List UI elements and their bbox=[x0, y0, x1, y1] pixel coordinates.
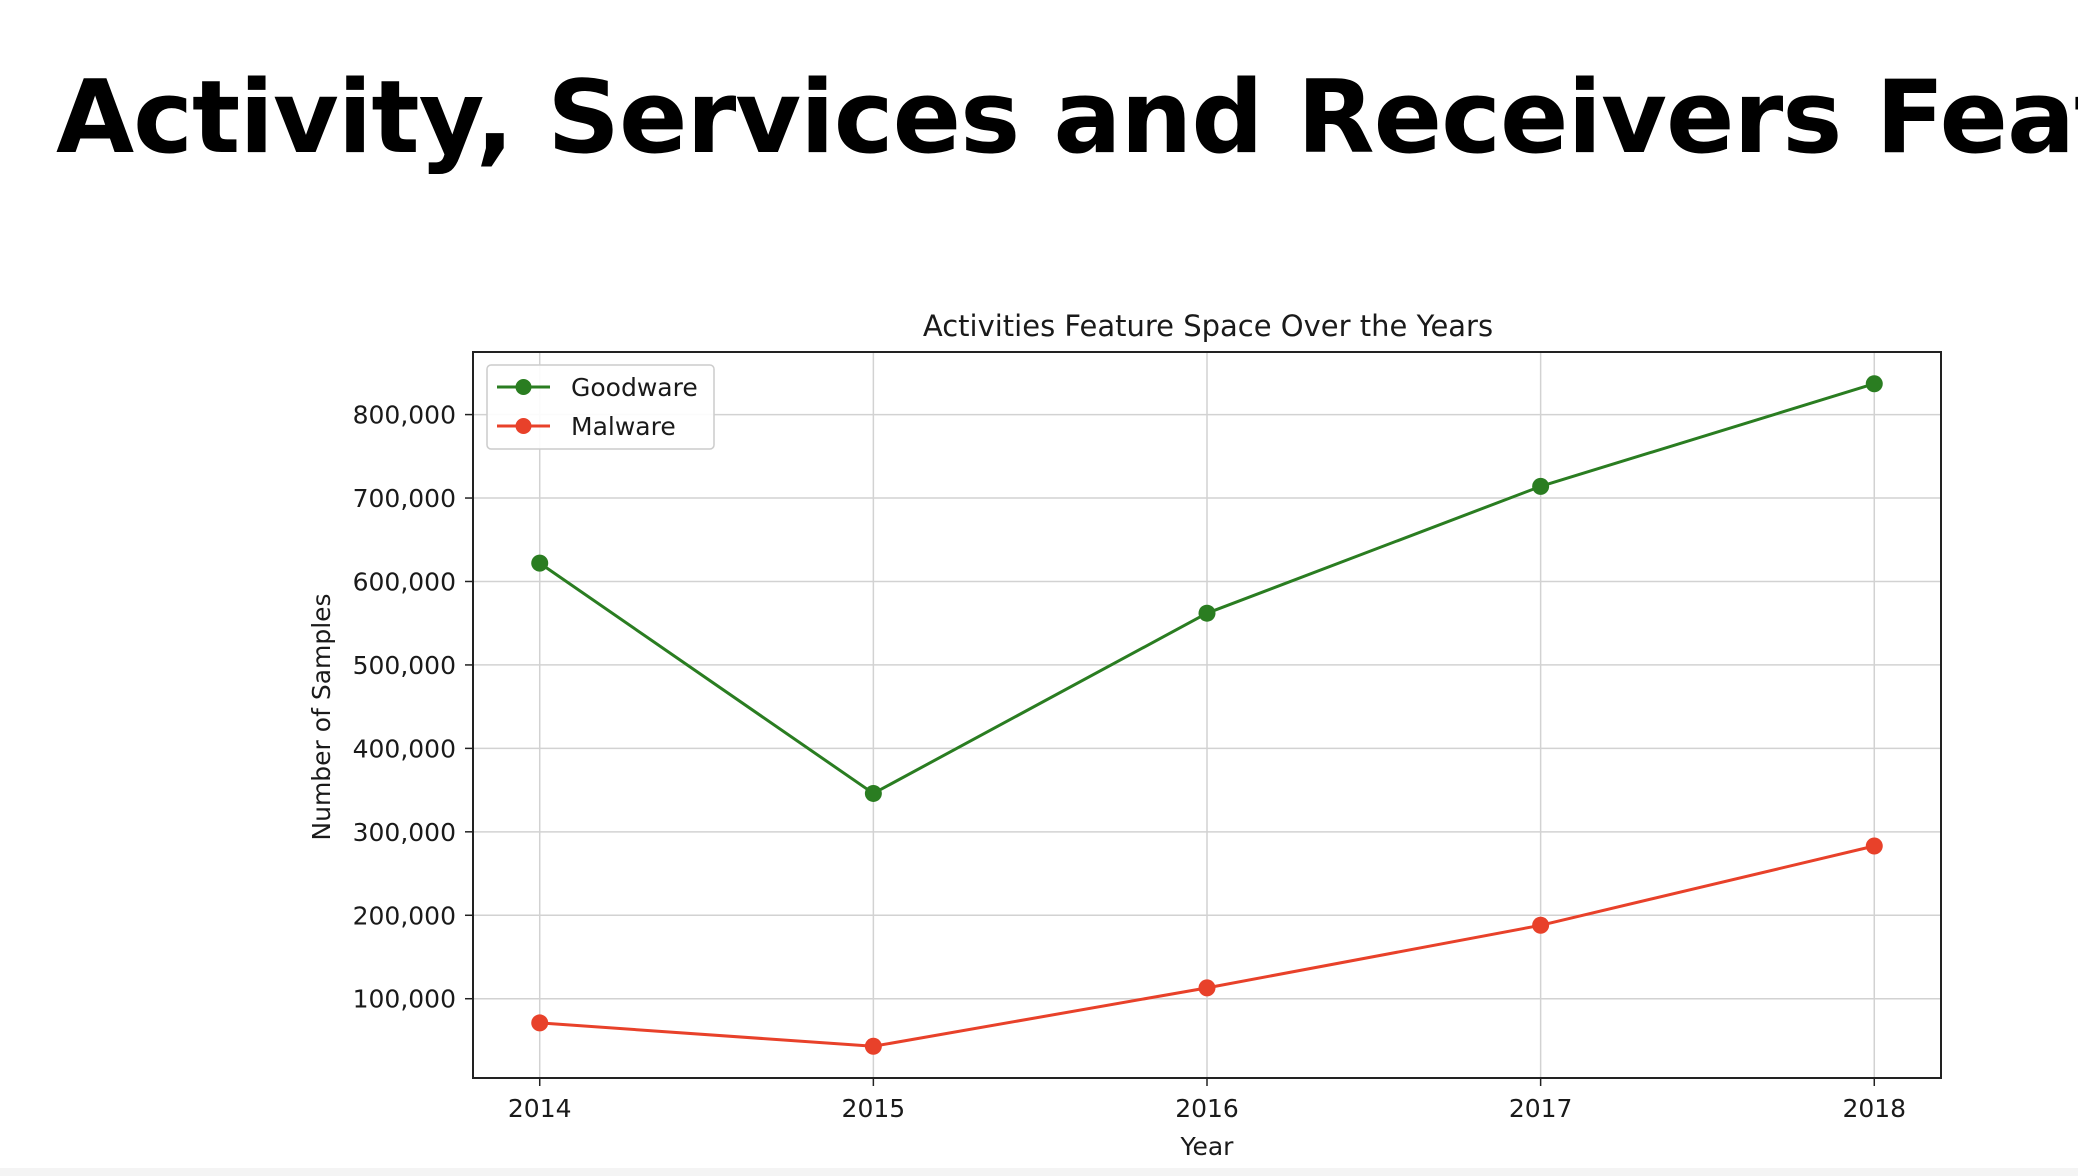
gridlines bbox=[473, 352, 1941, 1078]
x-tick-label: 2015 bbox=[842, 1094, 906, 1123]
legend-label-goodware: Goodware bbox=[571, 373, 698, 402]
axis-ticks: 2014 2015 2016 2017 2018 100,000 200,000 300,00… bbox=[353, 401, 1906, 1123]
bottom-strip bbox=[0, 1168, 2078, 1176]
y-tick-label: 600,000 bbox=[353, 567, 456, 596]
legend-item-goodware: Goodware bbox=[497, 373, 698, 402]
legend-marker-goodware bbox=[515, 379, 532, 395]
legend-label-malware: Malware bbox=[571, 412, 676, 441]
x-tick-label: 2014 bbox=[508, 1094, 572, 1123]
data-point-goodware-2018 bbox=[1865, 375, 1883, 393]
series-layer bbox=[531, 375, 1883, 1055]
data-point-goodware-2015 bbox=[864, 784, 882, 802]
y-tick-label: 800,000 bbox=[353, 401, 456, 430]
y-tick-label: 400,000 bbox=[353, 734, 456, 763]
data-point-malware-2015 bbox=[864, 1037, 882, 1055]
data-point-malware-2014 bbox=[531, 1014, 549, 1032]
y-tick-label: 300,000 bbox=[353, 818, 456, 847]
slide-title: Activity, Services and Receivers Feature… bbox=[56, 58, 2078, 176]
data-point-malware-2016 bbox=[1198, 979, 1216, 997]
data-point-malware-2017 bbox=[1532, 916, 1550, 934]
y-tick-label: 200,000 bbox=[353, 901, 456, 930]
legend: Goodware Malware bbox=[486, 364, 715, 450]
legend-item-malware: Malware bbox=[497, 412, 676, 441]
data-point-goodware-2014 bbox=[531, 554, 549, 572]
data-point-goodware-2017 bbox=[1532, 477, 1550, 495]
data-point-malware-2018 bbox=[1865, 837, 1883, 855]
x-tick-label: 2016 bbox=[1175, 1094, 1239, 1123]
x-tick-label: 2018 bbox=[1842, 1094, 1906, 1123]
data-point-goodware-2016 bbox=[1198, 604, 1216, 622]
chart-title: Activities Feature Space Over the Years bbox=[923, 309, 1493, 343]
x-axis-label: Year bbox=[1180, 1132, 1235, 1161]
y-tick-label: 500,000 bbox=[353, 651, 456, 680]
legend-marker-malware bbox=[515, 418, 532, 434]
y-tick-label: 700,000 bbox=[353, 484, 456, 513]
y-tick-label: 100,000 bbox=[353, 985, 456, 1014]
x-tick-label: 2017 bbox=[1509, 1094, 1573, 1123]
y-axis-label: Number of Samples bbox=[307, 593, 336, 840]
